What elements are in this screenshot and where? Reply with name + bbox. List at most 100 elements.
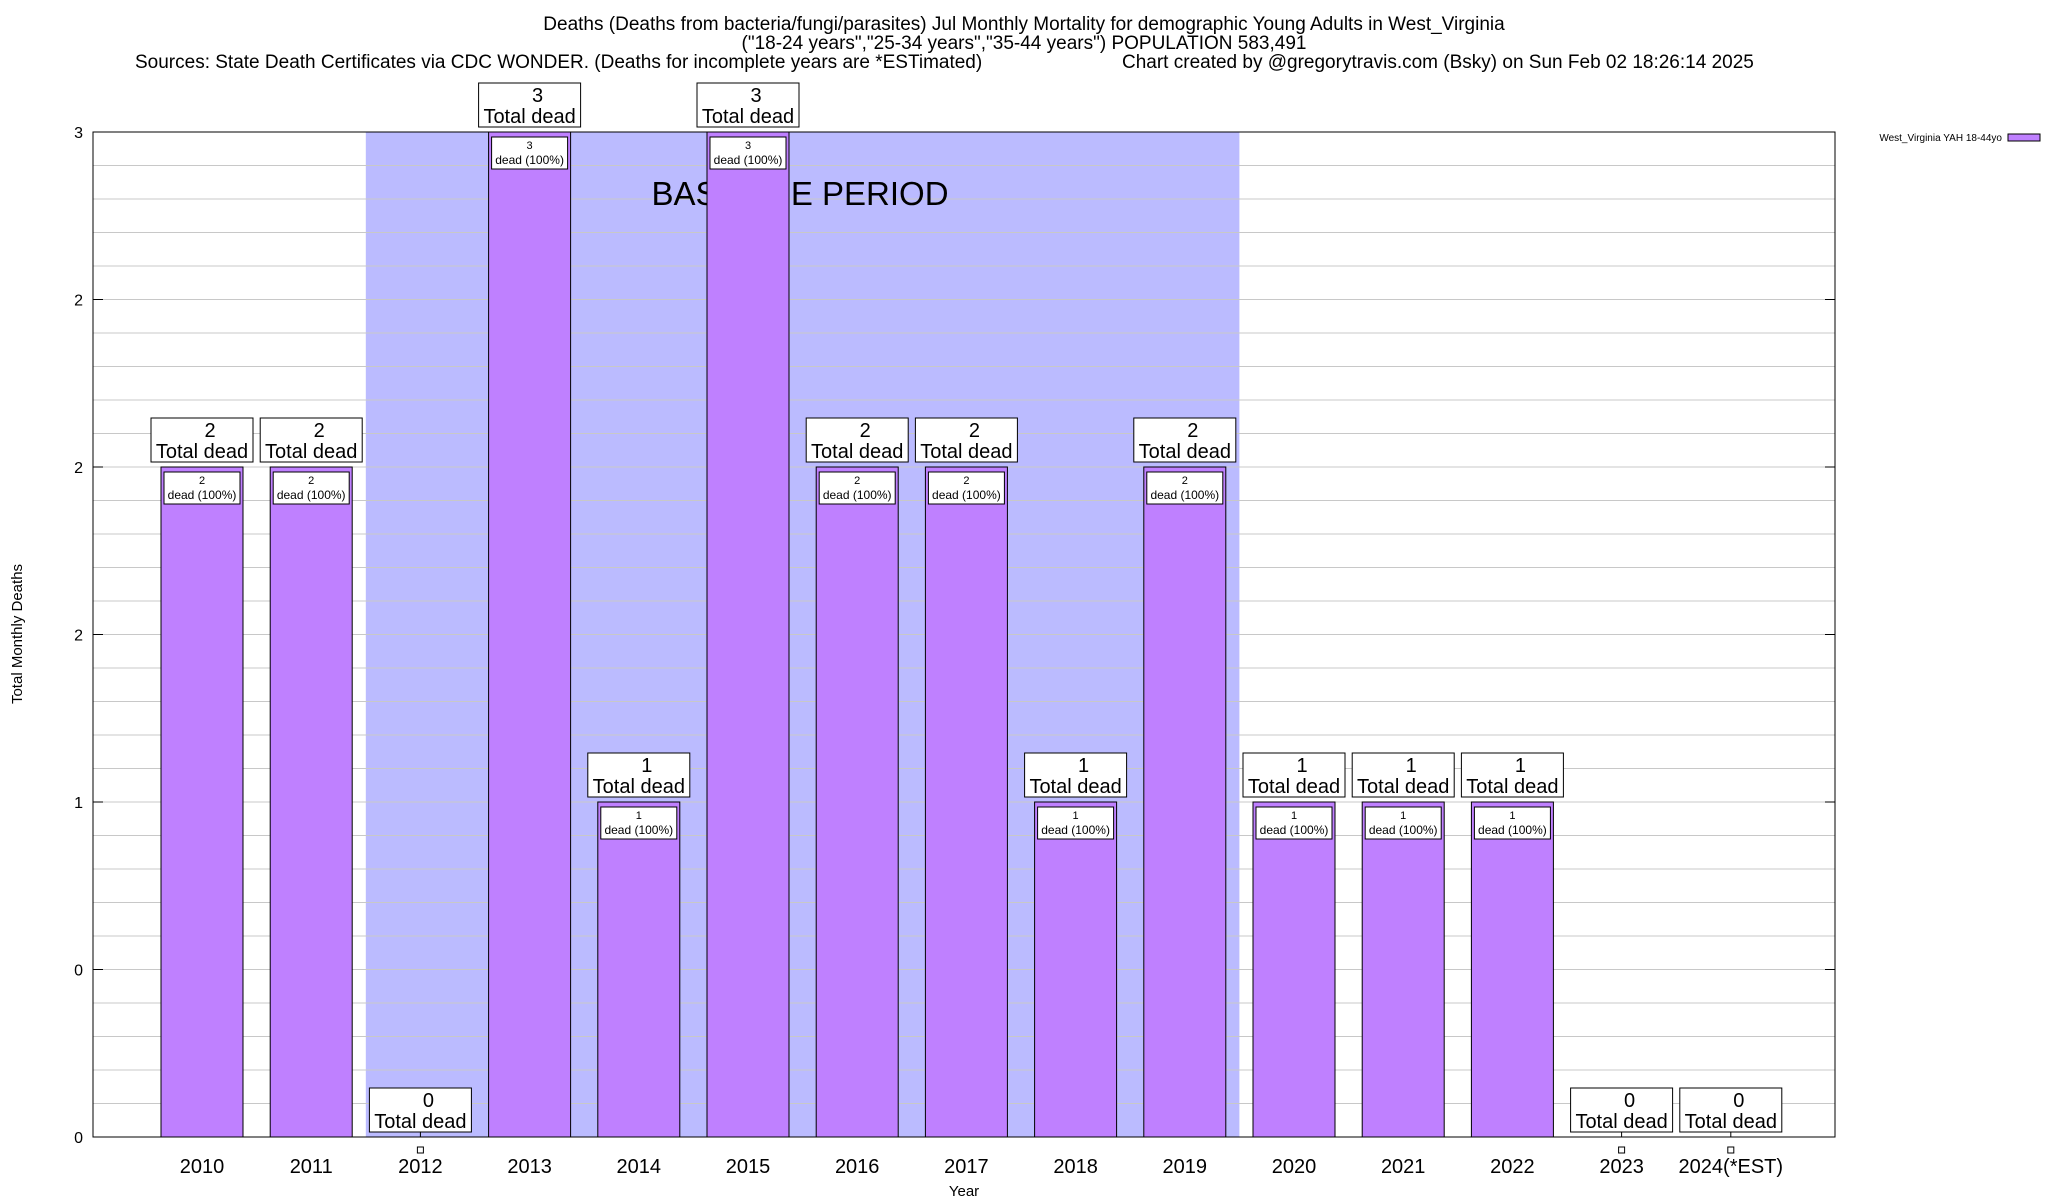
segment-label-box (927, 471, 1005, 505)
total-label-box (259, 417, 363, 463)
total-label-box (1570, 1087, 1674, 1133)
total-value-label: 3 (532, 85, 543, 107)
bar-2013 (488, 131, 572, 1138)
segment-value-label: 1 (636, 810, 642, 822)
x-tick-label: 2014 (617, 1156, 662, 1178)
total-label-box (1024, 752, 1128, 798)
total-value-label: 3 (750, 85, 761, 107)
total-text-label: Total dead (1685, 1111, 1777, 1133)
total-label-box (1351, 752, 1455, 798)
bar-2011 (269, 466, 353, 1138)
y-tick-label: 2 (74, 293, 83, 310)
segment-value-label: 2 (1182, 475, 1188, 487)
bar-2017 (924, 466, 1008, 1138)
x-tick-label: 2019 (1163, 1156, 1208, 1178)
segment-percent-label: dead (100%) (714, 153, 783, 167)
bar-2015 (706, 131, 790, 1138)
total-label-box (587, 752, 691, 798)
total-value-label: 2 (1187, 420, 1198, 442)
segment-percent-label: dead (100%) (1041, 823, 1110, 837)
x-tick-label: 2022 (1490, 1156, 1535, 1178)
legend-swatch (2007, 133, 2041, 142)
total-text-label: Total dead (1029, 776, 1121, 798)
total-label-box (1679, 1087, 1783, 1133)
total-text-label: Total dead (265, 441, 357, 463)
x-tick-label: 2013 (507, 1156, 552, 1178)
total-value-label: 0 (423, 1090, 434, 1112)
total-text-label: Total dead (702, 106, 794, 128)
x-tick-label: 2024(*EST) (1679, 1156, 1784, 1178)
segment-value-label: 2 (963, 475, 969, 487)
total-text-label: Total dead (483, 106, 575, 128)
segment-label-box (1037, 806, 1115, 840)
segment-label-box (272, 471, 350, 505)
total-text-label: Total dead (1466, 776, 1558, 798)
bar-2022 (1470, 801, 1554, 1138)
zero-point-marker (1618, 1146, 1626, 1154)
chart-subtitle: ("18-24 years","25-34 years","35-44 year… (741, 33, 1307, 54)
segment-value-label: 2 (854, 475, 860, 487)
segment-percent-label: dead (100%) (604, 823, 673, 837)
segment-label-box (491, 136, 569, 170)
segment-value-label: 1 (1400, 810, 1406, 822)
total-label-box (805, 417, 909, 463)
y-tick-label: 0 (74, 1130, 83, 1147)
total-value-label: 1 (1078, 755, 1089, 777)
x-tick-label: 2015 (726, 1156, 771, 1178)
total-value-label: 1 (641, 755, 652, 777)
total-value-label: 1 (1406, 755, 1417, 777)
y-tick-label: 2 (74, 460, 83, 477)
segment-percent-label: dead (100%) (1260, 823, 1329, 837)
total-text-label: Total dead (920, 441, 1012, 463)
bar-2014 (597, 801, 681, 1138)
total-label-box (1460, 752, 1564, 798)
total-value-label: 0 (1733, 1090, 1744, 1112)
bar-2021 (1361, 801, 1445, 1138)
total-text-label: Total dead (374, 1111, 466, 1133)
segment-value-label: 3 (745, 140, 751, 152)
segment-label-box (600, 806, 678, 840)
total-value-label: 2 (314, 420, 325, 442)
total-text-label: Total dead (1575, 1111, 1667, 1133)
total-text-label: Total dead (593, 776, 685, 798)
segment-percent-label: dead (100%) (1150, 488, 1219, 502)
total-label-box (150, 417, 254, 463)
segment-percent-label: dead (100%) (168, 488, 237, 502)
total-label-box (914, 417, 1018, 463)
y-axis-label: Total Monthly Deaths (9, 564, 26, 704)
y-tick-label: 1 (74, 795, 83, 812)
x-tick-label: 2016 (835, 1156, 880, 1178)
total-value-label: 0 (1624, 1090, 1635, 1112)
x-tick-label: 2021 (1381, 1156, 1426, 1178)
y-tick-label: 2 (74, 628, 83, 645)
bar-2020 (1252, 801, 1336, 1138)
chart-title: Deaths (Deaths from bacteria/fungi/paras… (543, 14, 1505, 35)
total-label-box (368, 1087, 472, 1133)
zero-point-marker (416, 1146, 424, 1154)
legend-label: West_Virginia YAH 18-44yo (1879, 133, 2002, 144)
total-text-label: Total dead (1248, 776, 1340, 798)
x-tick-label: 2018 (1053, 1156, 1098, 1178)
total-text-label: Total dead (156, 441, 248, 463)
segment-value-label: 1 (1291, 810, 1297, 822)
x-tick-label: 2010 (180, 1156, 225, 1178)
segment-label-box (1255, 806, 1333, 840)
segment-label-box (1146, 471, 1224, 505)
segment-percent-label: dead (100%) (1369, 823, 1438, 837)
baseline-period-label: BASELINE PERIOD (651, 175, 948, 212)
x-tick-label: 2023 (1599, 1156, 1644, 1178)
total-label-box (696, 82, 800, 128)
segment-percent-label: dead (100%) (1478, 823, 1547, 837)
total-value-label: 2 (969, 420, 980, 442)
segment-label-box (1473, 806, 1551, 840)
segment-value-label: 1 (1073, 810, 1079, 822)
segment-value-label: 1 (1509, 810, 1515, 822)
bar-2018 (1034, 801, 1118, 1138)
total-value-label: 1 (1296, 755, 1307, 777)
total-value-label: 2 (204, 420, 215, 442)
x-tick-label: 2017 (944, 1156, 989, 1178)
total-value-label: 2 (860, 420, 871, 442)
segment-percent-label: dead (100%) (823, 488, 892, 502)
segment-value-label: 3 (527, 140, 533, 152)
